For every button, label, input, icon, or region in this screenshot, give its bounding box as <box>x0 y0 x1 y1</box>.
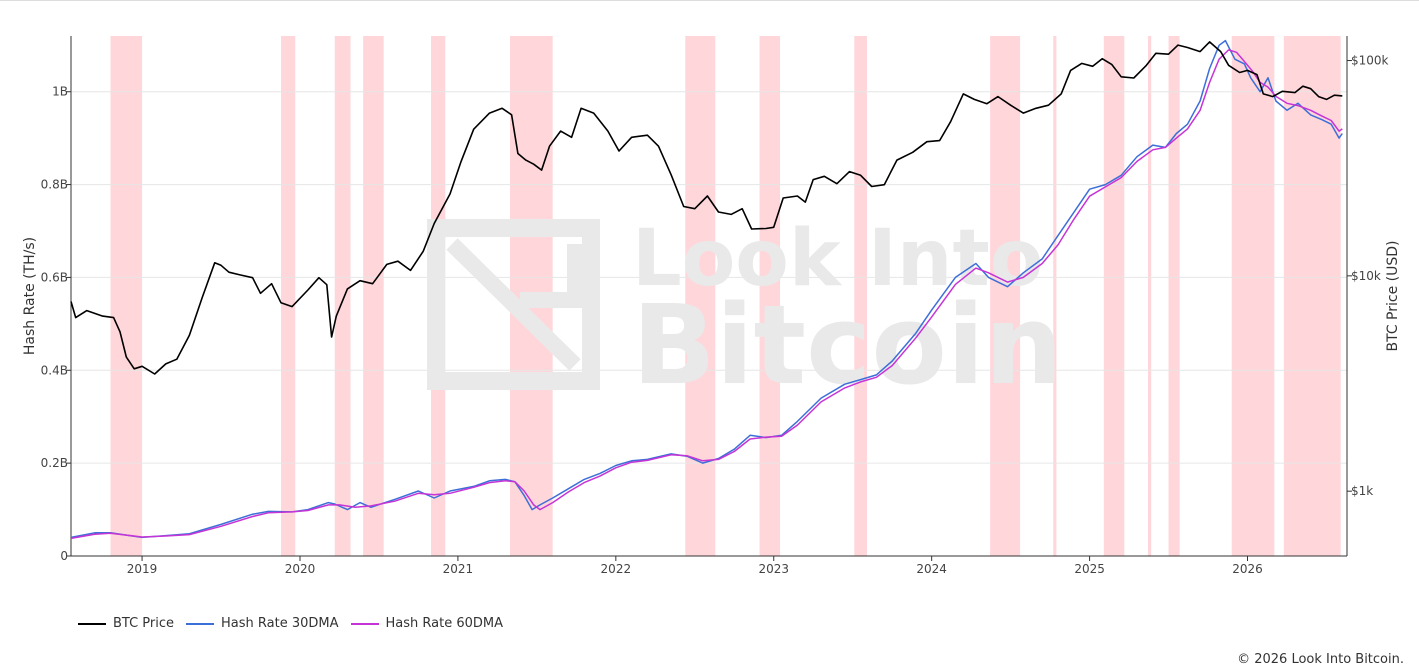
legend-label-btc-price: BTC Price <box>113 616 175 631</box>
x-tick-label-7: 2025 <box>1074 562 1105 576</box>
legend-swatch-hash-rate-30dma <box>186 622 215 625</box>
btc-price-line <box>70 41 1343 375</box>
x-tick-label-4: 2022 <box>601 562 632 576</box>
y-right-tick-label-3: $100k <box>1351 54 1389 68</box>
y-left-tick-label-3: 0.4B <box>41 363 68 377</box>
legend-item-btc-price[interactable]: BTC Price <box>78 616 174 631</box>
y-left-tick-label-6: 1B <box>52 85 68 99</box>
y-right-tick-label-2: $10k <box>1351 269 1381 283</box>
legend-label-hash-rate-60dma: Hash Rate 60DMA <box>385 616 504 631</box>
legend-swatch-btc-price <box>78 622 106 625</box>
top-border <box>0 0 1419 1</box>
shaded-period-13 <box>1148 36 1152 556</box>
x-tick-label-8: 2026 <box>1232 562 1263 576</box>
x-tick-label-3: 2021 <box>443 562 474 576</box>
shaded-period-16 <box>1283 36 1341 556</box>
shaded-period-15 <box>1231 36 1275 556</box>
series-lines <box>70 39 1343 540</box>
shaded-period-14 <box>1168 36 1180 556</box>
watermark-text-line2: Bitcoin <box>632 281 1063 409</box>
y-left-tick-label-5: 0.8B <box>41 178 68 192</box>
shaded-period-1 <box>110 36 143 556</box>
y-left-tick-label-2: 0.2B <box>41 456 68 470</box>
legend-item-hash-rate-30dma[interactable]: Hash Rate 30DMA <box>186 616 339 631</box>
watermark-logo-box <box>427 219 600 390</box>
x-tick-label-6: 2024 <box>916 562 947 576</box>
shaded-period-8 <box>759 36 781 556</box>
shaded-period-12 <box>1103 36 1125 556</box>
shaded-period-2 <box>281 36 296 556</box>
legend-swatch-hash-rate-60dma <box>350 622 379 625</box>
shaded-period-7 <box>685 36 716 556</box>
watermark-logo-mark <box>446 238 583 371</box>
shaded-period-10 <box>990 36 1021 556</box>
axes <box>70 36 1348 557</box>
shaded-period-4 <box>363 36 384 556</box>
hash-rate-60dma-line <box>70 49 1343 540</box>
x-tick-label-2: 2020 <box>285 562 316 576</box>
y-left-tick-label-1: 0 <box>60 549 68 563</box>
y-axis-right-title: BTC Price (USD) <box>1385 240 1401 351</box>
copyright-credit: © 2026 Look Into Bitcoin. <box>1237 652 1404 667</box>
shaded-period-11 <box>1053 36 1057 556</box>
shaded-period-3 <box>334 36 351 556</box>
tick-labels: 0 0.2B 0.4B 0.6B 0.8B 1B $1k $10k $100k 2019 2020 2… <box>41 54 1389 576</box>
legend-item-hash-rate-60dma[interactable]: Hash Rate 60DMA <box>350 616 504 631</box>
y-right-tick-label-1: $1k <box>1351 484 1373 498</box>
legend-label-hash-rate-30dma: Hash Rate 30DMA <box>221 616 339 631</box>
gridlines <box>71 91 1347 464</box>
watermark-text-line1: Look Into <box>632 214 1043 304</box>
y-left-tick-label-4: 0.6B <box>41 270 68 284</box>
x-tick-label-1: 2019 <box>127 562 158 576</box>
legend: BTC Price Hash Rate 30DMA Hash Rate 60DM… <box>78 616 503 631</box>
shaded-period-9 <box>854 36 867 556</box>
x-tick-label-5: 2023 <box>758 562 789 576</box>
y-axis-left-title: Hash Rate (TH/s) <box>22 237 38 355</box>
